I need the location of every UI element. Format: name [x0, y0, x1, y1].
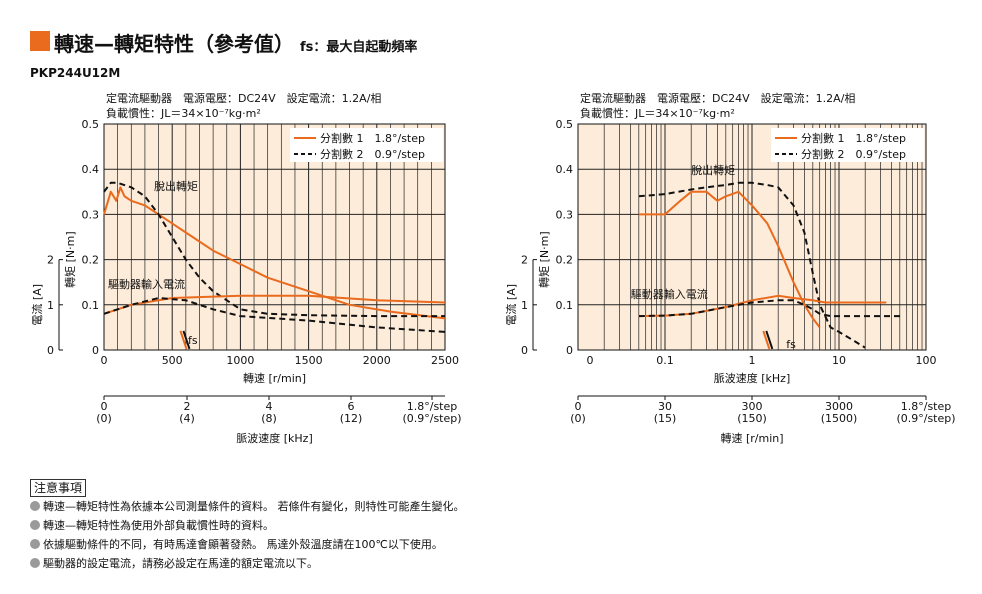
- annotation-label: 驅動器輸入電流: [631, 287, 708, 301]
- x-tick-label: 2500: [431, 354, 459, 367]
- secondary-tick-label: (0.9°/step): [402, 412, 461, 425]
- chart-log: 定電流驅動器 電源電壓：DC24V 設定電流：1.2A/相負載慣性：JL＝34×…: [504, 91, 956, 445]
- current-series-line: [103, 294, 446, 315]
- bullet-icon: [30, 501, 40, 511]
- secondary-tick-label: 30: [658, 400, 672, 413]
- torque-series-line: [103, 181, 445, 318]
- secondary-tick-label: (12): [340, 412, 363, 425]
- y-tick-label: 0.4: [556, 163, 574, 176]
- fs-marker: [762, 330, 771, 350]
- x-tick-label: 10: [832, 354, 846, 367]
- x-axis-label: 轉速 [r/min]: [243, 372, 306, 385]
- note-item: 轉速—轉矩特性為使用外部負載慣性時的資料。: [30, 517, 274, 533]
- current-tick-label: 1: [47, 299, 54, 312]
- current-series-line: [638, 294, 887, 318]
- secondary-tick-label: (8): [261, 412, 277, 425]
- y-tick-label: 0.2: [82, 254, 100, 267]
- torque-series-line: [638, 190, 821, 329]
- secondary-tick-label: 1.8°/step: [901, 400, 952, 413]
- secondary-axis-label: 脈波速度 [kHz]: [236, 431, 313, 445]
- x-tick-label: 500: [162, 354, 183, 367]
- secondary-tick-label: 2: [184, 400, 191, 413]
- x-tick-label: 100: [916, 354, 937, 367]
- y-tick-label: 0.1: [82, 299, 100, 312]
- secondary-tick-label: 0: [575, 400, 582, 413]
- chart-conditions: 定電流驅動器 電源電壓：DC24V 設定電流：1.2A/相: [106, 91, 381, 105]
- secondary-tick-label: 6: [348, 400, 355, 413]
- fs-marker: [765, 330, 774, 350]
- annotation-label: fs: [188, 334, 198, 347]
- annotation-label: 驅動器輸入電流: [108, 277, 185, 291]
- secondary-tick-label: 4: [266, 400, 273, 413]
- current-axis-label: 電流 [A]: [504, 284, 518, 326]
- secondary-tick-label: (4): [179, 412, 195, 425]
- legend-label: 分割數 2 0.9°/step: [801, 147, 906, 161]
- bullet-icon: [30, 520, 40, 530]
- torque-axis-label: 轉矩 [N·m]: [538, 231, 551, 288]
- fs-marker: [179, 330, 188, 350]
- current-tick-label: 0: [521, 344, 528, 357]
- legend-box: [290, 128, 443, 162]
- model-number: PKP244U12M: [30, 66, 121, 80]
- note-item: 依據驅動條件的不同，有時馬達會顯著發熱。 馬達外殼溫度請在100℃以下使用。: [30, 536, 443, 552]
- current-tick-label: 0: [47, 344, 54, 357]
- y-tick-label: 0.1: [556, 299, 574, 312]
- y-tick-label: 0: [566, 344, 573, 357]
- x-tick-label: 2000: [363, 354, 391, 367]
- bullet-icon: [30, 539, 40, 549]
- y-tick-label: 0.4: [82, 163, 100, 176]
- secondary-tick-label: 1.8°/step: [407, 400, 458, 413]
- legend-label: 分割數 1 1.8°/step: [320, 131, 425, 145]
- secondary-tick-label: (0.9°/step): [896, 412, 955, 425]
- current-tick-label: 2: [47, 254, 54, 267]
- current-tick-label: 1: [521, 299, 528, 312]
- note-item: 轉速—轉矩特性為依據本公司測量條件的資料。 若條件有變化，則特性可能產生變化。: [30, 498, 465, 514]
- legend-label: 分割數 1 1.8°/step: [801, 131, 906, 145]
- chart-conditions: 負載慣性：JL＝34×10⁻⁷kg·m²: [580, 106, 735, 120]
- annotation-label: 脫出轉矩: [154, 179, 198, 193]
- x-tick-label: 0: [587, 354, 594, 367]
- fs-marker: [182, 330, 191, 350]
- y-tick-label: 0.3: [556, 208, 574, 221]
- x-tick-label: 1000: [226, 354, 254, 367]
- note-item: 驅動器的設定電流，請務必設定在馬達的額定電流以下。: [30, 555, 318, 571]
- chart-conditions: 定電流驅動器 電源電壓：DC24V 設定電流：1.2A/相: [580, 91, 855, 105]
- x-tick-label: 0.1: [656, 354, 674, 367]
- title-marker: [30, 31, 50, 51]
- torque-axis-label: 轉矩 [N·m]: [64, 231, 77, 288]
- current-tick-label: 2: [521, 254, 528, 267]
- x-tick-label: 1500: [295, 354, 323, 367]
- x-axis-label: 脈波速度 [kHz]: [714, 371, 791, 385]
- chart-conditions: 負載慣性：JL＝34×10⁻⁷kg·m²: [106, 106, 261, 120]
- legend-box: [771, 128, 924, 162]
- y-tick-label: 0: [92, 344, 99, 357]
- secondary-tick-label: (0): [96, 412, 112, 425]
- y-tick-label: 0.2: [556, 254, 574, 267]
- x-tick-label: 1: [749, 354, 756, 367]
- y-tick-label: 0.5: [556, 118, 574, 131]
- secondary-tick-label: 300: [742, 400, 763, 413]
- notes-heading: 注意事項: [30, 479, 87, 497]
- x-tick-label: 0: [101, 354, 108, 367]
- secondary-tick-label: (150): [737, 412, 767, 425]
- secondary-tick-label: (15): [654, 412, 677, 425]
- secondary-tick-label: 3000: [825, 400, 853, 413]
- current-series-line: [638, 299, 900, 318]
- legend-label: 分割數 2 0.9°/step: [320, 147, 425, 161]
- secondary-tick-label: (1500): [821, 412, 858, 425]
- y-tick-label: 0.5: [82, 118, 100, 131]
- page-subtitle: fs：最大自起動頻率: [300, 40, 418, 55]
- page-title: 轉速—轉矩特性（參考值） fs：最大自起動頻率: [54, 32, 418, 56]
- torque-series-line: [638, 181, 866, 349]
- current-axis-label: 電流 [A]: [30, 284, 44, 326]
- secondary-tick-label: 0: [101, 400, 108, 413]
- chart-linear: 定電流驅動器 電源電壓：DC24V 設定電流：1.2A/相負載慣性：JL＝34×…: [30, 91, 462, 445]
- secondary-tick-label: (0): [570, 412, 586, 425]
- annotation-label: fs: [786, 338, 796, 351]
- annotation-label: 脫出轉矩: [691, 163, 735, 177]
- bullet-icon: [30, 558, 40, 568]
- secondary-axis-label: 轉速 [r/min]: [720, 432, 783, 445]
- current-series-line: [103, 297, 446, 333]
- y-tick-label: 0.3: [82, 208, 100, 221]
